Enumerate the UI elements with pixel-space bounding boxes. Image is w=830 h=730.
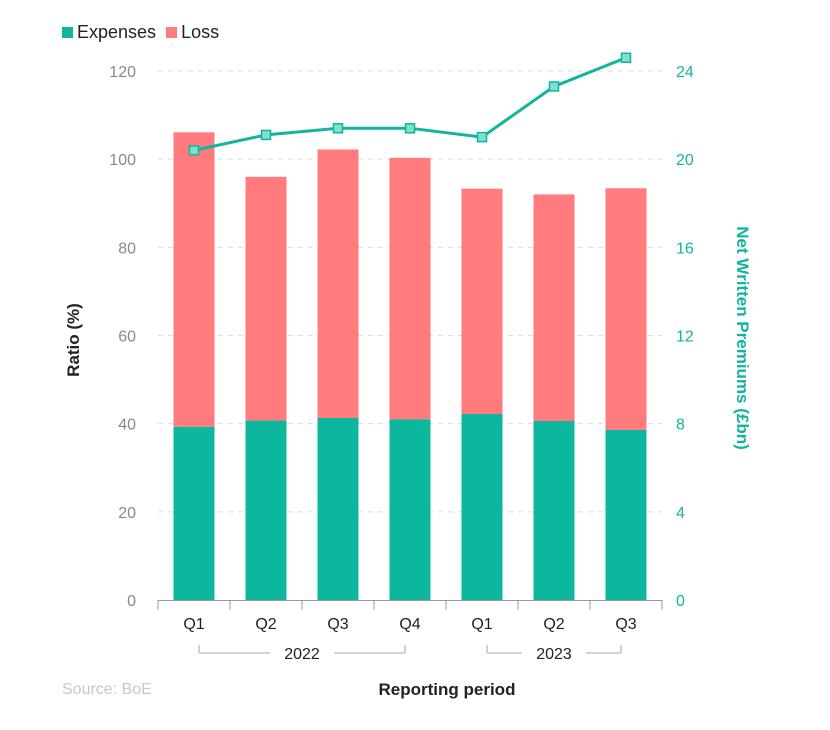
left-tick-label: 80 [118,240,136,257]
right-tick-label: 4 [676,505,685,522]
legend-item-loss: Loss [166,22,219,43]
source-note: Source: BoE [62,681,152,698]
bar-expenses [389,419,431,600]
bar-expenses [317,417,359,600]
left-tick-label: 100 [109,152,136,169]
right-tick-label: 0 [676,593,685,610]
x-axis-title: Reporting period [378,680,516,699]
premiums-point [476,131,488,143]
legend-label-loss: Loss [181,22,220,42]
right-tick-label: 12 [676,329,694,346]
bar-loss [389,157,431,420]
premiums-point [620,52,632,64]
x-tick-label: Q1 [471,616,492,633]
bar-loss [461,188,503,414]
premiums-point [332,123,344,134]
x-tick-label: Q4 [399,616,420,633]
bar-loss [317,149,359,418]
bar-expenses [533,421,575,600]
right-tick-label: 16 [676,240,694,257]
group-label: 2022 [284,646,320,663]
expenses-swatch-icon [62,27,73,38]
bar-expenses [605,429,647,600]
left-tick-label: 120 [109,64,136,81]
bar-loss [605,188,647,430]
left-tick-label: 20 [118,505,136,522]
bar-loss [245,176,287,421]
bar-loss [173,132,215,427]
x-tick-label: Q2 [255,616,276,633]
bar-loss [533,194,575,422]
premiums-point [404,123,416,134]
premiums-point [548,81,560,92]
left-tick-label: 0 [127,593,136,610]
right-tick-label: 20 [676,152,694,169]
bar-expenses [461,413,503,600]
x-tick-label: Q3 [615,616,636,633]
premiums-point [188,145,200,156]
right-tick-label: 8 [676,417,685,434]
legend-item-expenses: Expenses [62,22,156,43]
x-tick-label: Q1 [183,616,204,633]
x-tick-label: Q2 [543,616,564,633]
premiums-point [260,129,272,141]
legend: Expenses Loss [62,22,229,43]
left-tick-label: 40 [118,417,136,434]
group-label: 2023 [536,646,572,663]
right-tick-label: 24 [676,64,694,81]
bar-expenses [245,420,287,600]
left-tick-label: 60 [118,329,136,346]
bar-expenses [173,426,215,600]
premiums-line [193,56,627,152]
loss-swatch-icon [166,27,178,38]
x-tick-label: Q3 [327,616,348,633]
legend-label-expenses: Expenses [77,22,157,42]
